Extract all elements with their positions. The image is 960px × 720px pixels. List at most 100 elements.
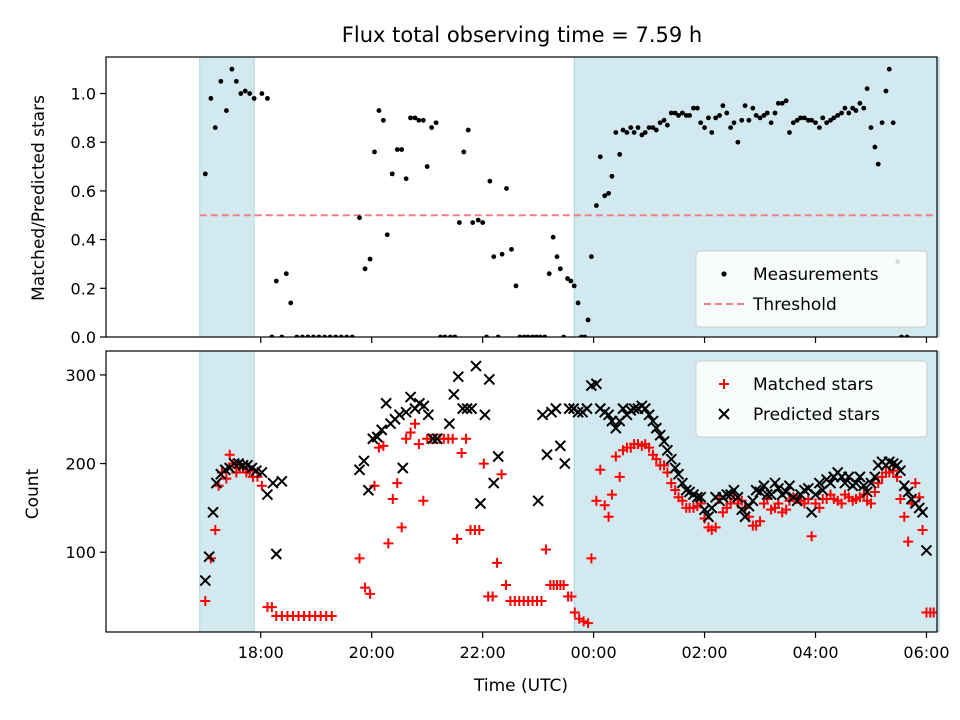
measurement-point	[372, 150, 377, 155]
legend-label: Measurements	[753, 265, 879, 285]
measurement-point	[551, 235, 556, 240]
measurement-point	[514, 283, 519, 288]
measurement-point	[817, 125, 822, 130]
measurement-point	[632, 130, 637, 135]
measurement-point	[558, 266, 563, 271]
measurement-point	[368, 257, 373, 262]
measurement-point	[504, 186, 509, 191]
measurement-point	[594, 203, 599, 208]
x-tick-label: 22:00	[460, 643, 506, 662]
measurement-point	[702, 125, 707, 130]
measurement-point	[568, 279, 573, 284]
measurement-point	[466, 128, 471, 133]
observing-window-shade	[200, 57, 254, 337]
measurement-point	[606, 191, 611, 196]
measurement-point	[243, 89, 248, 94]
measurement-point	[399, 147, 404, 152]
measurement-point	[784, 98, 789, 103]
measurement-point	[739, 118, 744, 123]
measurement-point	[636, 125, 641, 130]
y-tick-label: 0.0	[71, 328, 96, 347]
measurement-point	[238, 91, 243, 96]
measurement-point	[213, 125, 218, 130]
measurement-point	[857, 101, 862, 106]
measurement-point	[509, 247, 514, 252]
measurement-point	[404, 176, 409, 181]
measurement-point	[363, 266, 368, 271]
legend-label: Matched stars	[753, 375, 873, 395]
measurement-point	[218, 79, 223, 84]
x-axis-label: Time (UTC)	[473, 676, 568, 696]
measurement-point	[381, 118, 386, 123]
measurement-point	[735, 140, 740, 145]
measurement-point	[230, 67, 235, 72]
x-tick-label: 02:00	[682, 643, 728, 662]
chart-title: Flux total observing time = 7.59 h	[342, 23, 702, 47]
measurement-point	[765, 111, 770, 116]
measurement-point	[224, 108, 229, 113]
measurement-point	[747, 118, 752, 123]
measurement-point	[610, 174, 615, 179]
measurement-point	[732, 120, 737, 125]
measurement-point	[665, 123, 670, 128]
measurement-point	[416, 118, 421, 123]
x-tick-label: 04:00	[792, 643, 838, 662]
measurement-point	[429, 125, 434, 130]
measurement-point	[547, 271, 552, 276]
measurement-point	[357, 215, 362, 220]
measurement-point	[284, 271, 289, 276]
measurement-point	[750, 106, 755, 111]
measurement-point	[876, 162, 881, 167]
measurement-point	[586, 318, 591, 323]
y-tick-label: 300	[65, 366, 96, 385]
measurement-point	[891, 120, 896, 125]
measurement-point	[717, 113, 722, 118]
y-tick-label: 0.8	[71, 133, 96, 152]
measurement-point	[709, 130, 714, 135]
measurement-point	[728, 125, 733, 130]
measurement-point	[500, 252, 505, 257]
legend-box	[696, 361, 927, 437]
measurement-point	[773, 111, 778, 116]
measurement-point	[854, 108, 859, 113]
measurement-point	[208, 96, 213, 101]
measurement-point	[662, 118, 667, 123]
y-tick-label: 1.0	[71, 85, 96, 104]
measurement-point	[598, 154, 603, 159]
measurement-point	[470, 220, 475, 225]
top-y-axis-label: Matched/Predicted stars	[29, 95, 49, 301]
measurement-point	[589, 254, 594, 259]
measurement-point	[480, 220, 485, 225]
measurement-point	[408, 115, 413, 120]
legend-label: Threshold	[752, 295, 837, 315]
x-tick-label: 18:00	[238, 643, 284, 662]
measurement-point	[476, 218, 481, 223]
measurement-point	[695, 106, 700, 111]
measurement-point	[274, 279, 279, 284]
measurement-point	[839, 111, 844, 116]
measurement-point	[698, 120, 703, 125]
measurement-point	[491, 254, 496, 259]
y-tick-label: 0.4	[71, 231, 96, 250]
measurement-point	[425, 164, 430, 169]
measurement-point	[846, 111, 851, 116]
measurement-point	[203, 171, 208, 176]
measurement-point	[865, 86, 870, 91]
measurement-point	[390, 171, 395, 176]
measurement-point	[820, 115, 825, 120]
measurement-point	[572, 283, 577, 288]
flux-chart: Flux total observing time = 7.59 h 0.0 0.…	[0, 0, 960, 720]
measurement-point	[247, 91, 252, 96]
observing-window-shade	[200, 351, 254, 632]
measurement-point	[487, 179, 492, 184]
measurement-point	[769, 120, 774, 125]
measurement-point	[265, 96, 270, 101]
legend-marker-measurements	[721, 271, 726, 276]
measurement-point	[843, 106, 848, 111]
y-tick-label: 100	[65, 543, 96, 562]
measurement-point	[887, 67, 892, 72]
measurement-point	[555, 254, 560, 259]
y-tick-label: 0.2	[71, 279, 96, 298]
measurement-point	[724, 111, 729, 116]
measurement-point	[743, 103, 748, 108]
